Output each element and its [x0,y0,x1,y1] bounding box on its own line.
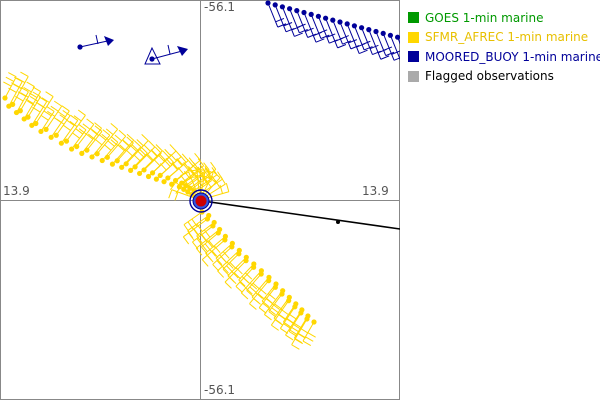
sfmr-wind-barb [258,287,276,314]
buoy-wind-barb [382,33,400,61]
sfmr-wind-barb [12,71,29,105]
sfmr-wind-barb [3,72,17,99]
buoy-wind-barb [346,23,368,55]
axis-label-right: 13.9 [362,184,389,198]
moored-buoy-observations-layer [77,0,400,65]
sfmr-wind-barb [288,312,303,337]
sfmr-wind-barb [235,266,254,293]
legend-item-flagged[interactable]: Flagged observations [408,67,600,87]
legend-label-flagged: Flagged observations [425,69,554,84]
buoy-wind-barb [303,12,325,43]
legend-swatch-sfmr [408,31,419,43]
sfmr-wind-barb [50,105,70,138]
sfmr-wind-barb [125,134,149,165]
buoy-wind-barb [267,2,287,28]
sfmr-wind-barb [246,273,262,297]
axis-label-left: 13.9 [3,184,30,198]
sfmr-wind-barb [143,146,162,171]
buoy-wind-flag [177,46,188,56]
observation-map [0,0,400,400]
sfmr-wind-barb [302,321,316,346]
storm-track-line [202,200,400,230]
sfmr-wind-barb [45,100,63,130]
sfmr-wind-barb [66,109,86,142]
legend-item-moored-buoy[interactable]: MOORED_BUOY 1-min marine [408,47,600,67]
buoy-observation-dot [395,34,400,40]
sfmr-wind-barb [76,118,95,147]
sfmr-wind-barb [55,110,71,136]
sfmr-observations-layer [2,71,317,350]
sfmr-wind-barb [96,123,119,155]
sfmr-wind-barb [27,91,41,118]
buoy-wind-flag [104,36,114,46]
sfmr-wind-barb [240,270,262,300]
storm-center-marker [195,195,207,207]
sfmr-wind-barb [60,114,79,144]
buoy-wind-barb [397,37,400,45]
storm-center-outer-ring [189,189,213,213]
legend-label-sfmr: SFMR_AFREC 1-min marine [425,30,589,45]
legend-swatch-goes [408,12,419,24]
sfmr-wind-barb [23,86,42,120]
buoy-wind-barb [281,6,303,37]
buoy-wind-barb [325,18,347,49]
axis-label-top: -56.1 [204,0,236,14]
buoy-wind-barb [375,31,395,57]
legend-swatch-moored-buoy [408,51,419,63]
axis-label-bottom: -56.1 [204,383,236,397]
legend-swatch-flagged [408,70,419,82]
sfmr-wind-barb [152,144,177,174]
storm-track-layer [202,200,400,230]
map-plot-area[interactable]: -56.1 -56.1 13.9 13.9 [0,0,400,400]
buoy-wind-barb [289,8,308,34]
buoy-station-east [144,44,188,65]
sfmr-wind-barb [19,81,35,112]
storm-center-layer [189,189,213,213]
sfmr-wind-barb [71,124,87,150]
storm-track-point [336,220,340,224]
sfmr-wind-barb [91,129,111,158]
sfmr-wind-barb [212,246,233,272]
sfmr-wind-barb [35,91,54,124]
legend-item-goes[interactable]: GOES 1-min marine [408,8,600,28]
buoy-wind-barb [389,35,400,61]
legend-label-goes: GOES 1-min marine [425,10,544,25]
sfmr-wind-barb [217,249,240,278]
sfmr-wind-barb [268,293,283,318]
buoy-wind-barb [310,14,330,39]
sfmr-wind-barb [167,155,187,179]
buoy-wind-barb [332,19,352,45]
legend-item-sfmr[interactable]: SFMR_AFREC 1-min marine [408,28,600,48]
legend-label-moored-buoy: MOORED_BUOY 1-min marine [425,49,600,64]
sfmr-wind-barb [224,260,247,289]
legend: GOES 1-min marine SFMR_AFREC 1-min marin… [408,8,600,86]
sfmr-wind-barb [195,229,220,256]
buoy-wind-barb [368,29,390,60]
sfmr-wind-barb [249,280,270,310]
sfmr-wind-barb [270,300,290,331]
buoy-wind-barb [353,25,373,51]
buoy-triangle-marker [144,46,161,65]
buoy-station-west [77,34,114,50]
